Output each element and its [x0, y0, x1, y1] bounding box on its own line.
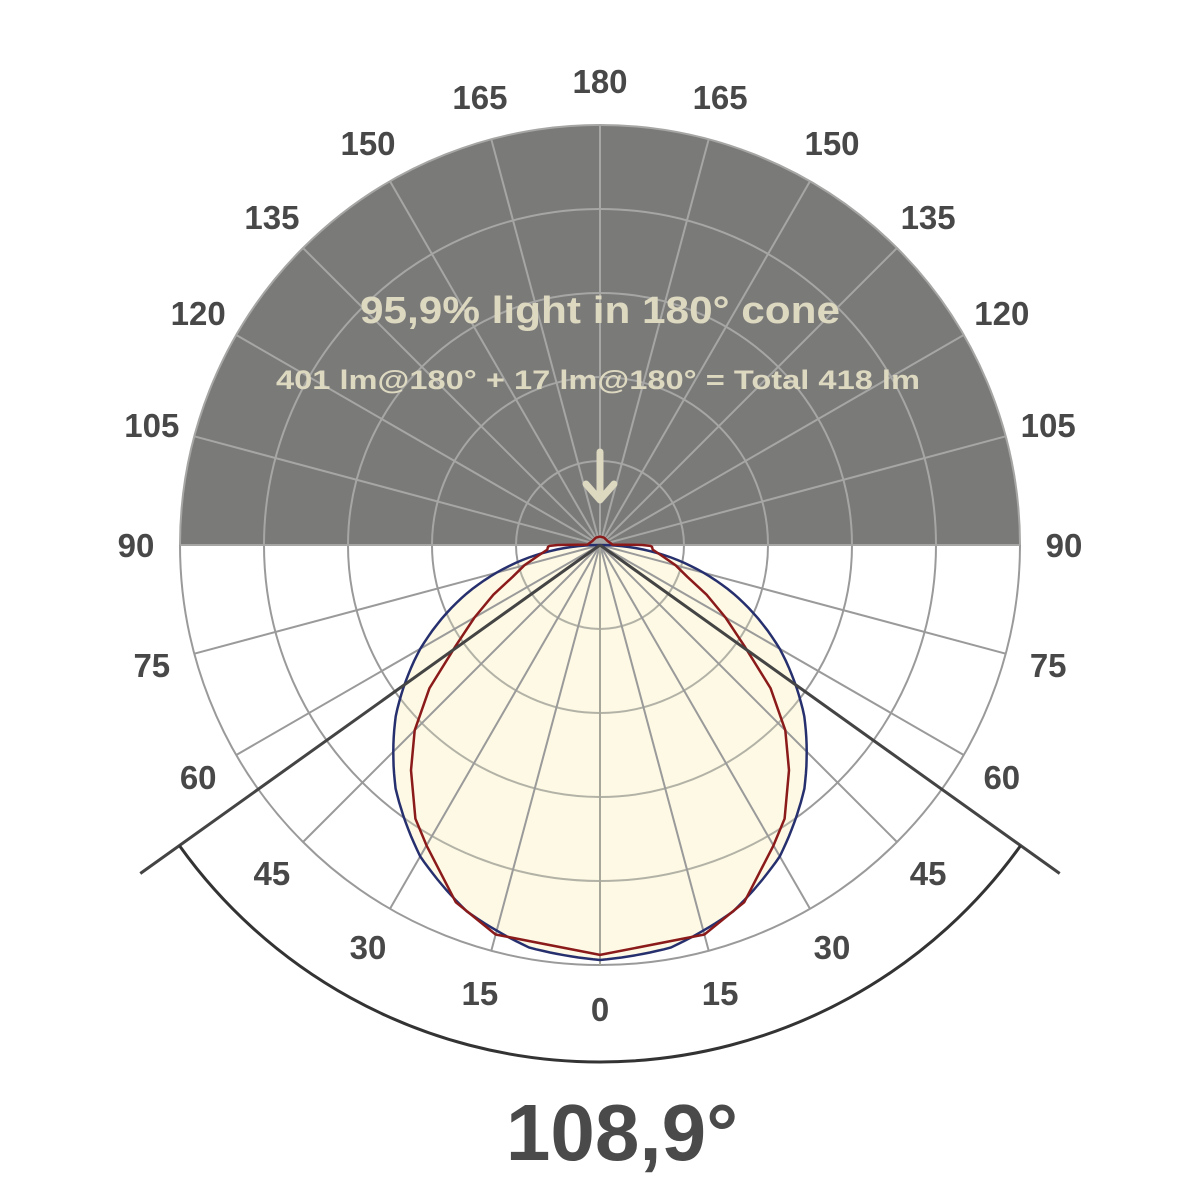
down-arrow-icon	[582, 448, 618, 504]
series-red-curve	[409, 535, 791, 957]
angle-labels: 0 15 30 45 60 75 90 105 120 135 150 165 180 15 30 45 60 7…	[118, 63, 1083, 1028]
angle-label-right-30: 30	[814, 929, 851, 966]
angle-label-left-120: 120	[171, 295, 226, 332]
beam-angle-value: 108,9°	[506, 1088, 738, 1177]
angle-label-right-15: 15	[702, 975, 739, 1012]
polar-grid	[179, 124, 1021, 966]
cone-percentage-annotation: 95,9% light in 180° cone	[360, 290, 840, 332]
spoke-45	[599, 544, 898, 843]
spoke-150	[599, 180, 811, 546]
angle-label-left-150: 150	[340, 125, 395, 162]
spoke-15	[599, 544, 710, 951]
angle-label-right-45: 45	[910, 855, 947, 892]
intensity-curves	[392, 535, 808, 962]
angle-label-right-135: 135	[901, 199, 956, 236]
spoke-75	[194, 544, 601, 655]
beam-line-right	[599, 543, 1061, 875]
beam-line-left	[139, 543, 601, 875]
spoke-60	[599, 544, 965, 756]
angle-label-right-120: 120	[974, 295, 1029, 332]
angle-label-right-60: 60	[983, 759, 1020, 796]
series-blue-curve	[392, 543, 808, 962]
spoke-105	[194, 435, 601, 546]
spoke-45	[302, 544, 601, 843]
spoke-30	[599, 544, 811, 910]
spoke-105	[599, 435, 1006, 546]
spoke-60	[235, 544, 601, 756]
spoke-15	[490, 544, 601, 951]
angle-label-left-15: 15	[462, 975, 499, 1012]
spoke-120	[599, 334, 965, 546]
angle-label-right-165: 165	[693, 79, 748, 116]
beam-angle-arc	[178, 844, 1022, 1064]
spoke-135	[599, 247, 898, 546]
angle-label-left-165: 165	[452, 79, 507, 116]
spoke-135	[302, 247, 601, 546]
angle-label-right-75: 75	[1030, 647, 1067, 684]
angle-label-left-45: 45	[254, 855, 291, 892]
spoke-75	[599, 544, 1006, 655]
spoke-30	[389, 544, 601, 910]
spoke-165	[599, 139, 710, 546]
angle-label-right-90: 90	[1046, 527, 1083, 564]
lumen-annotation: 401 lm@180° + 17 lm@180° = Total 418 lm	[276, 365, 920, 395]
beam-angle-markers	[139, 543, 1061, 1064]
angle-label-left-105: 105	[124, 407, 179, 444]
angle-label-right-150: 150	[804, 125, 859, 162]
spoke-150	[389, 180, 601, 546]
spoke-165	[490, 139, 601, 546]
angle-label-left-60: 60	[180, 759, 217, 796]
angle-label-left-30: 30	[350, 929, 387, 966]
spoke-120	[235, 334, 601, 546]
angle-label-left-90: 90	[118, 527, 155, 564]
angle-label-left-135: 135	[244, 199, 299, 236]
angle-label-left-0: 0	[591, 991, 609, 1028]
angle-label-left-180: 180	[572, 63, 627, 100]
angle-label-left-75: 75	[133, 647, 170, 684]
angle-label-right-105: 105	[1021, 407, 1076, 444]
